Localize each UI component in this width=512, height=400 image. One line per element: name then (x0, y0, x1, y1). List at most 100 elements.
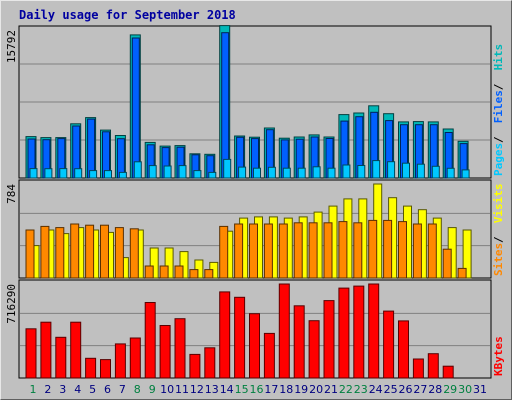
day-label-6: 6 (104, 383, 111, 396)
y-tick-label-bottom: 716290 (5, 284, 18, 324)
bar-kbytes-day-6 (100, 359, 111, 379)
legend-middle-2: Visits (492, 183, 505, 223)
bar-kbytes-day-23 (353, 285, 365, 379)
bar-sites-day-15 (234, 223, 244, 279)
bar-kbytes-day-13 (204, 347, 216, 379)
bar-files-day-8 (131, 37, 140, 179)
day-label-4: 4 (74, 383, 81, 396)
bar-kbytes-day-9 (144, 302, 156, 379)
bar-sites-day-10 (159, 265, 169, 279)
bar-kbytes-day-4 (70, 321, 82, 379)
bar-sites-day-1 (25, 229, 35, 279)
legend-top-0: Pages (492, 143, 505, 176)
bar-kbytes-day-3 (55, 336, 67, 379)
bar-kbytes-day-5 (85, 357, 97, 379)
bar-sites-day-5 (85, 224, 95, 279)
legend-bottom-0: KBytes (492, 336, 505, 376)
bar-pages-day-27 (416, 163, 425, 179)
legend-middle-1: / (492, 236, 505, 243)
day-label-15: 15 (235, 383, 249, 396)
bar-pages-day-3 (59, 168, 68, 179)
bar-sites-day-2 (40, 225, 50, 279)
bar-sites-day-4 (70, 223, 80, 279)
bar-pages-day-7 (118, 171, 127, 179)
bar-sites-day-18 (278, 223, 288, 279)
bar-pages-day-16 (253, 167, 261, 179)
bar-kbytes-day-28 (427, 353, 439, 379)
bar-pages-day-15 (238, 166, 247, 179)
legend-top-1: / (492, 136, 505, 143)
bar-kbytes-day-7 (114, 343, 126, 379)
bar-sites-day-14 (219, 225, 229, 279)
bar-sites-day-22 (338, 221, 348, 279)
bar-kbytes-day-17 (263, 332, 275, 379)
bar-pages-day-25 (387, 161, 396, 179)
day-label-22: 22 (339, 383, 353, 396)
bar-sites-day-11 (174, 265, 184, 279)
bar-visits-day-11 (179, 251, 189, 279)
day-label-18: 18 (279, 383, 293, 396)
day-label-14: 14 (220, 383, 234, 396)
bar-pages-day-21 (327, 167, 336, 179)
bar-pages-day-10 (163, 165, 172, 179)
bar-pages-day-13 (208, 171, 217, 179)
bar-kbytes-day-16 (249, 313, 260, 379)
day-label-5: 5 (89, 383, 96, 396)
bar-kbytes-day-19 (293, 305, 305, 379)
bar-kbytes-day-18 (278, 283, 290, 379)
bar-kbytes-day-8 (129, 337, 141, 379)
day-label-24: 24 (369, 383, 383, 396)
day-label-12: 12 (190, 383, 204, 396)
bar-pages-day-8 (133, 161, 142, 179)
bar-kbytes-day-11 (174, 318, 186, 379)
bar-pages-day-26 (402, 162, 410, 179)
legend-top-4: Hits (492, 44, 505, 71)
bar-pages-day-24 (372, 160, 381, 179)
bar-pages-day-4 (74, 168, 83, 179)
day-label-28: 28 (428, 383, 442, 396)
bar-kbytes-day-14 (219, 291, 231, 379)
day-label-9: 9 (149, 383, 156, 396)
bar-sites-day-26 (398, 221, 407, 279)
bar-sites-day-28 (427, 223, 437, 279)
day-label-27: 27 (413, 383, 427, 396)
day-label-19: 19 (294, 383, 308, 396)
bar-sites-day-6 (100, 224, 109, 279)
bar-sites-day-25 (383, 219, 393, 279)
bar-sites-day-24 (368, 219, 378, 279)
y-tick-label-middle: 784 (5, 184, 18, 204)
day-label-17: 17 (264, 383, 278, 396)
bar-kbytes-day-15 (234, 296, 246, 379)
day-label-20: 20 (309, 383, 323, 396)
day-label-7: 7 (119, 383, 126, 396)
bar-kbytes-day-21 (323, 300, 335, 379)
bar-sites-day-7 (114, 227, 124, 279)
bar-pages-day-18 (282, 167, 291, 179)
bar-sites-day-9 (144, 265, 154, 279)
bar-sites-day-13 (204, 269, 214, 279)
bar-pages-day-5 (89, 170, 98, 179)
bar-pages-day-30 (461, 169, 470, 179)
bar-pages-day-29 (446, 167, 455, 179)
day-label-11: 11 (175, 383, 189, 396)
bar-files-day-5 (87, 118, 96, 179)
bar-kbytes-day-2 (40, 321, 52, 379)
bar-kbytes-day-29 (442, 365, 454, 379)
day-label-29: 29 (443, 383, 457, 396)
bar-sites-day-30 (457, 267, 467, 279)
bar-kbytes-day-20 (308, 320, 320, 379)
legend-top-3: / (492, 83, 505, 90)
bar-pages-day-1 (29, 168, 38, 179)
bar-pages-day-23 (357, 165, 366, 179)
day-label-3: 3 (59, 383, 66, 396)
bar-pages-day-17 (267, 166, 276, 179)
day-label-31: 31 (473, 383, 487, 396)
bar-kbytes-day-1 (25, 328, 37, 379)
bar-kbytes-day-12 (189, 353, 201, 379)
bar-pages-day-28 (431, 165, 440, 179)
bar-pages-day-9 (148, 165, 157, 179)
chart-title: Daily usage for September 2018 (19, 8, 236, 22)
day-label-25: 25 (384, 383, 398, 396)
bar-pages-day-2 (44, 168, 53, 179)
